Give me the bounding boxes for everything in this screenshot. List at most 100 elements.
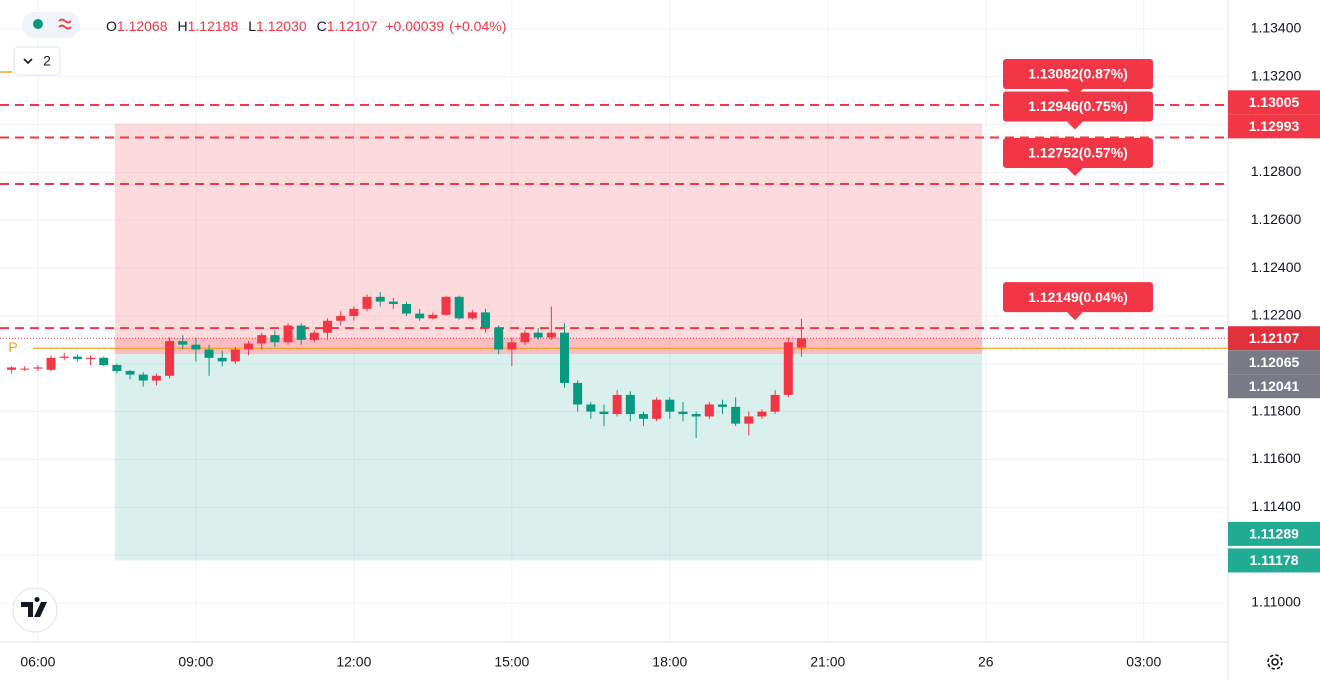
candle-body [296,325,306,340]
price-badge [1228,90,1320,115]
y-tick-label: 1.12200 [1251,307,1302,323]
price-badge [1228,114,1320,139]
status-dot [33,19,43,29]
alert-text: 1.12149(0.04%) [1028,289,1128,305]
candle-body [665,399,675,412]
candle-body [704,404,714,417]
gear-icon [1267,654,1283,670]
candle-body [652,399,662,419]
price-badge-label: 1.13005 [1249,94,1300,110]
candle-body [309,332,319,340]
logo-mark [21,597,47,617]
legend-value: 1.12188 [188,18,239,34]
alert-text: 1.12946(0.75%) [1028,98,1128,114]
ohlc-legend: O1.12068 H1.12188 L1.12030 C1.12107 +0.00039… [106,18,506,34]
y-tick-label: 1.12800 [1251,163,1302,179]
wave-icon [58,18,72,30]
indicators-toggle[interactable] [13,46,61,76]
candle-body [112,365,122,371]
candle-body [638,414,648,419]
price-badge [1228,326,1320,351]
candle-body [441,296,451,315]
candle-body [573,382,583,405]
candles [7,292,806,438]
position-tool[interactable] [114,123,983,561]
candle-body [270,335,280,343]
candle-body [691,414,701,417]
settings-button[interactable] [1267,654,1283,670]
x-tick-label: 03:00 [1126,654,1161,670]
candle-body [454,296,464,319]
candle-body [362,296,372,309]
change-percent: (+0.04%) [449,18,506,34]
price-badge [1228,548,1320,573]
status-pill[interactable] [22,12,80,38]
candle-body [125,370,135,375]
x-tick-label: 18:00 [652,654,687,670]
candle-body [72,356,82,360]
x-tick-label: 21:00 [810,654,845,670]
candle-body [99,357,109,366]
candle-body [507,342,517,350]
candle-body [612,394,622,415]
alert-label: 1.12149(0.04%) [1003,282,1153,321]
alert-pointer [1067,312,1083,321]
candle-body [586,404,596,412]
alert-pointer [1067,121,1083,130]
x-tick-label: 12:00 [336,654,371,670]
candle-body [257,335,267,344]
stop-zone [114,123,983,355]
candle-body [191,344,201,350]
x-tick-label: 06:00 [20,654,55,670]
price-badges: 1.13005 1.12993 1.12107 1.12065 1.12041 1.112… [1228,90,1320,573]
y-tick-label: 1.11400 [1251,498,1301,514]
candle-body [151,375,161,381]
candle-body [46,357,56,370]
candle-body [625,394,635,415]
legend-key: C [317,18,327,34]
candle-body [178,341,188,345]
candle-body [388,301,398,305]
candle-body [678,411,688,415]
candle-body [783,342,793,395]
alert-box [1003,137,1153,168]
gear-center [1271,658,1279,666]
grid [0,0,1228,642]
candle-body [481,312,491,328]
open-pnl-zone [114,338,983,355]
logo[interactable] [12,587,58,633]
y-tick-label: 1.12400 [1251,259,1302,275]
alert-box [1003,282,1153,313]
indicator-count: 2 [43,53,51,69]
target-zone [114,354,983,561]
price-badge [1228,374,1320,399]
candle-body [731,406,741,424]
alert-label: 1.12752(0.57%) [1003,137,1153,176]
price-badge [1228,521,1320,546]
alert-text: 1.13082(0.87%) [1028,66,1128,82]
chevron-icon [23,58,33,65]
candle-body [349,308,359,316]
candle-body [59,356,69,358]
candle-body [217,357,227,362]
legend-key: L [248,18,256,34]
alert-label: 1.13082(0.87%) [1003,59,1153,98]
alert-labels[interactable]: 1.13082(0.87%) 1.12946(0.75%) 1.12752(0.57… [1003,59,1153,321]
candle-body [375,296,385,302]
previous-close-label: P [8,339,17,355]
candle-body [717,404,727,407]
candle-body [7,367,17,370]
candle-body [560,332,570,383]
x-tick-label: 15:00 [494,654,529,670]
candle-body [599,411,609,415]
legend-value: 1.12030 [256,18,307,34]
price-badge-label: 1.12041 [1249,378,1300,394]
y-tick-label: 1.13200 [1251,67,1302,83]
legend-key: O [106,18,117,34]
y-tick-label: 1.13400 [1251,20,1302,36]
alert-pointer [1067,167,1083,176]
y-tick-label: 1.11000 [1251,594,1301,610]
price-badge-label: 1.11289 [1249,526,1299,542]
candle-body [533,332,543,338]
candle-body [494,327,504,350]
